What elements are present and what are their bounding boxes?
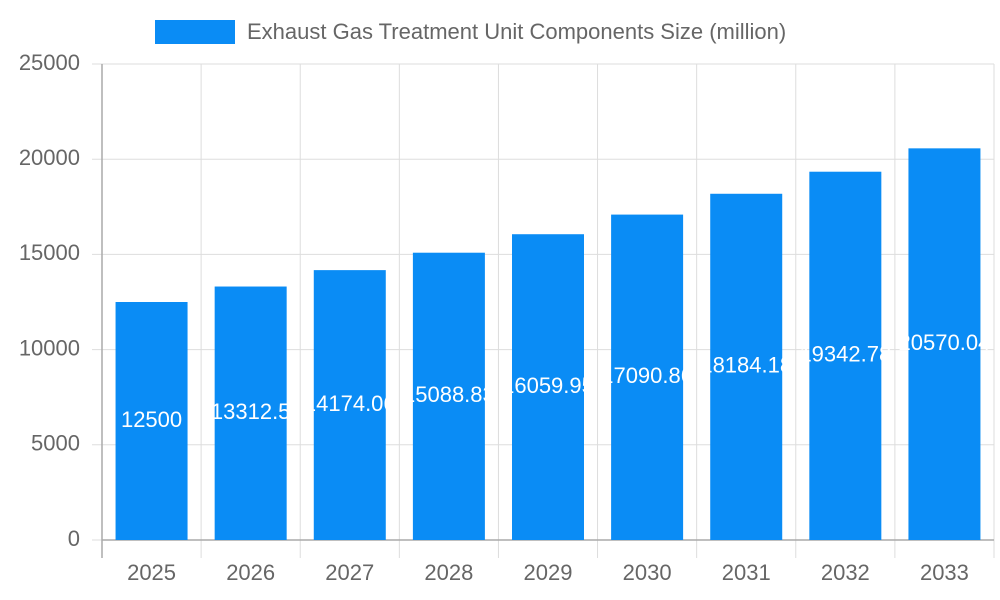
value-label: 17090.86	[601, 363, 693, 388]
x-tick-label: 2026	[226, 560, 275, 585]
x-tick-label: 2032	[821, 560, 870, 585]
value-label: 18184.18	[700, 353, 792, 378]
legend-swatch[interactable]	[155, 20, 235, 44]
x-tick-label: 2029	[524, 560, 573, 585]
value-label: 19342.78	[799, 342, 891, 367]
bar	[214, 286, 287, 540]
bar	[710, 193, 783, 541]
value-label: 14174.06	[304, 391, 396, 416]
y-tick-label: 10000	[19, 335, 80, 360]
value-label: 13312.5	[211, 399, 291, 424]
y-tick-label: 0	[68, 526, 80, 551]
bar	[115, 302, 188, 540]
x-tick-label: 2031	[722, 560, 771, 585]
x-tick-label: 2033	[920, 560, 969, 585]
x-tick-label: 2030	[623, 560, 672, 585]
value-label: 20570.04	[899, 330, 991, 355]
value-label: 16059.95	[502, 373, 594, 398]
x-tick-label: 2027	[325, 560, 374, 585]
x-tick-label: 2025	[127, 560, 176, 585]
value-label: 12500	[121, 407, 182, 432]
bar	[313, 270, 386, 540]
x-tick-label: 2028	[424, 560, 473, 585]
bar	[908, 148, 981, 540]
bar	[611, 214, 684, 540]
bar	[809, 171, 882, 540]
y-tick-label: 5000	[31, 431, 80, 456]
y-tick-label: 15000	[19, 240, 80, 265]
y-tick-label: 20000	[19, 145, 80, 170]
bar	[512, 234, 584, 540]
value-label: 15088.83	[403, 382, 495, 407]
y-tick-label: 25000	[19, 50, 80, 75]
bar	[412, 252, 485, 540]
legend-label[interactable]: Exhaust Gas Treatment Unit Components Si…	[247, 19, 786, 44]
